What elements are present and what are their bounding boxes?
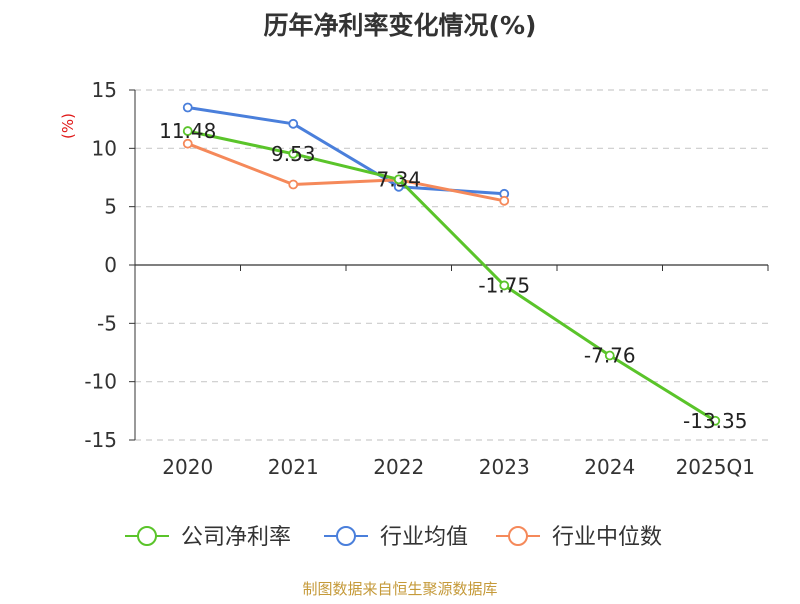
x-tick-label: 2022 [373, 455, 424, 479]
y-tick-label: 15 [92, 78, 117, 102]
y-axis-label: (%) [59, 113, 77, 139]
data-point [393, 174, 404, 185]
x-tick-label: 2020 [162, 455, 213, 479]
y-tick-label: 5 [104, 195, 117, 219]
x-tick-label: 2021 [268, 455, 319, 479]
data-label: 9.53 [271, 142, 316, 166]
y-tick-label: -15 [84, 428, 117, 452]
source-footer: 制图数据来自恒生聚源数据库 [302, 580, 497, 598]
data-point [499, 280, 510, 291]
data-point [604, 350, 615, 361]
series-lines [182, 102, 721, 426]
data-point [710, 415, 721, 426]
y-tick-label: -10 [84, 370, 117, 394]
chart-title: 历年净利率变化情况(%) [264, 11, 537, 40]
data-labels: 11.48 9.53 7.34 -1.75 -7.76 -13.35 [159, 119, 747, 433]
axes: 15 10 5 0 -5 -10 -15 2020 2021 2022 2023 2024 2025Q1 [84, 78, 769, 479]
data-label: -1.75 [478, 273, 530, 297]
legend-label: 公司净利率 [181, 525, 291, 550]
legend: 公司净利率 行业均值 行业中位数 [125, 525, 662, 550]
legend-marker [137, 526, 157, 546]
data-label: -13.35 [683, 409, 747, 433]
data-label: 7.34 [376, 167, 421, 191]
legend-label: 行业中位数 [552, 525, 662, 550]
legend-marker [508, 526, 528, 546]
series-line [187, 142, 505, 203]
x-tick-label: 2025Q1 [676, 455, 755, 479]
y-tick-label: 10 [92, 136, 117, 160]
data-label: 11.48 [159, 119, 216, 143]
data-point [182, 126, 193, 136]
series-line [187, 129, 717, 423]
data-point [288, 148, 299, 159]
data-point [499, 195, 510, 206]
data-point [288, 179, 299, 190]
x-tick-label: 2023 [479, 455, 530, 479]
data-point [288, 118, 299, 129]
data-point [182, 102, 193, 113]
x-tick-label: 2024 [584, 455, 635, 479]
y-tick-label: -5 [97, 311, 117, 335]
y-tick-label: 0 [104, 253, 117, 277]
data-point [182, 138, 193, 149]
legend-marker [336, 526, 356, 546]
data-label: -7.76 [584, 344, 636, 368]
legend-label: 行业均值 [380, 525, 468, 550]
